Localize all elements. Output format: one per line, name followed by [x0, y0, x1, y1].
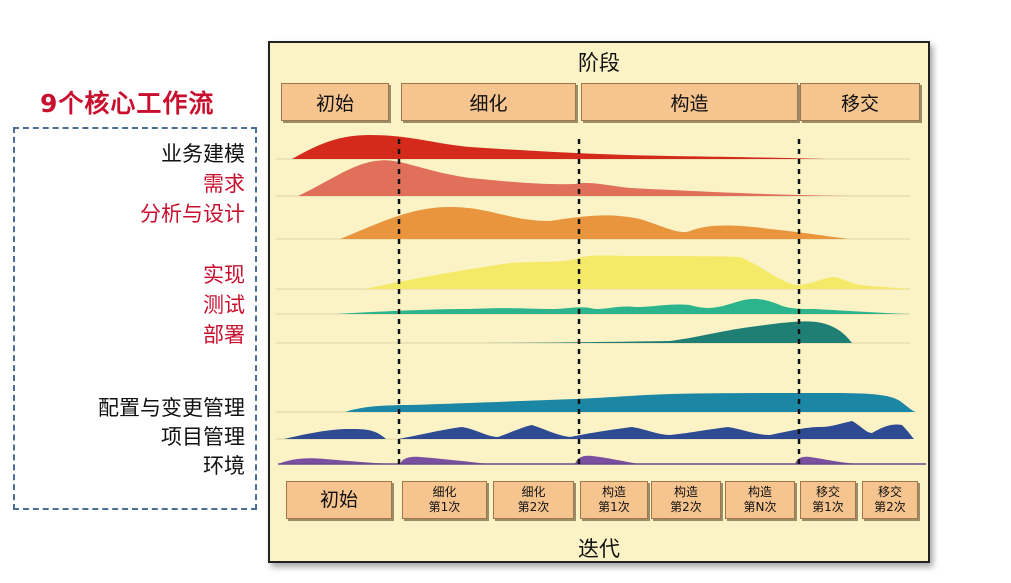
iteration-construction-2: 构造 第2次 — [651, 481, 721, 519]
workflow-label: 业务建模 — [161, 142, 245, 166]
wave-requirements — [298, 160, 850, 196]
iteration-transition-2: 移交 第2次 — [862, 481, 918, 519]
wave-test — [336, 298, 910, 314]
iteration-construction-n: 构造 第N次 — [725, 481, 795, 519]
iteration-elaboration-1: 细化 第1次 — [402, 481, 487, 519]
phases-heading: 阶段 — [578, 51, 620, 75]
workflow-label: 环境 — [203, 454, 245, 478]
workflow-label: 实现 — [203, 263, 245, 287]
wave-environment — [278, 455, 860, 464]
workflow-wave-chart — [276, 135, 926, 469]
phase-elaboration: 细化 — [401, 83, 576, 121]
wave-analysis-design — [340, 207, 850, 239]
workflow-label: 配置与变更管理 — [98, 396, 245, 420]
phase-inception: 初始 — [281, 83, 389, 121]
page-title: 9个核心工作流 — [40, 89, 215, 118]
workflow-label: 部署 — [203, 323, 245, 347]
iteration-inception: 初始 — [286, 481, 392, 519]
phase-boundaries — [397, 139, 801, 469]
workflow-label: 项目管理 — [161, 425, 245, 449]
wave-deployment — [460, 321, 852, 343]
rup-diagram-panel: 阶段 初始 细化 构造 移交 — [268, 41, 930, 563]
iteration-transition-1: 移交 第1次 — [800, 481, 856, 519]
iteration-elaboration-2: 细化 第2次 — [493, 481, 574, 519]
iteration-construction-1: 构造 第1次 — [580, 481, 648, 519]
wave-config-change — [345, 393, 916, 412]
iterations-heading: 迭代 — [578, 537, 620, 561]
wave-implementation — [365, 255, 910, 289]
phase-construction: 构造 — [581, 83, 798, 121]
workflow-list-frame — [13, 127, 257, 510]
wave-business-modeling — [292, 135, 825, 159]
workflow-label: 需求 — [203, 172, 245, 196]
workflow-label: 测试 — [203, 293, 245, 317]
phase-transition: 移交 — [800, 83, 920, 121]
workflow-label: 分析与设计 — [140, 202, 245, 226]
wave-project-mgmt — [284, 421, 914, 439]
